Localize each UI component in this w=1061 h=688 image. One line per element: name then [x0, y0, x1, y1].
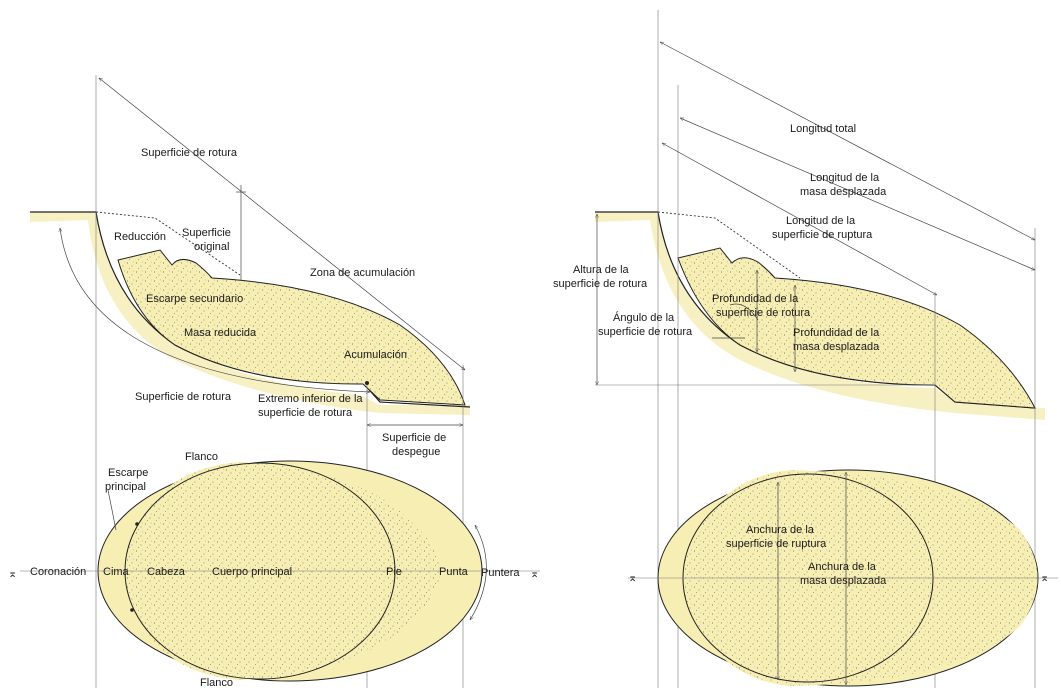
left-label-acumulacion: Acumulación	[344, 349, 407, 361]
right-label-altura-1: Altura de la	[573, 264, 630, 276]
right-plan-label-anchura-masa-2: masa desplazada	[800, 575, 887, 587]
right-label-longitud-superficie-1: Longitud de la	[786, 215, 856, 227]
left-plan-escarpe-leader	[108, 490, 116, 530]
left-plan-crown-marker: ⌅	[8, 568, 17, 580]
left-label-zona-acumulacion: Zona de acumulación	[310, 267, 415, 279]
right-label-profundidad-superficie-1: Profundidad de la	[712, 293, 799, 305]
left-label-despegue-2: despegue	[392, 446, 440, 458]
right-plan-crown-marker: ⌅	[628, 572, 637, 584]
right-label-angulo-2: superficie de rotura	[598, 326, 693, 338]
right-plan-label-anchura-masa-1: Anchura de la	[808, 561, 877, 573]
left-plan-head-point-bottom	[130, 608, 134, 612]
left-label-escarpe-secundario: Escarpe secundario	[146, 293, 243, 305]
right-plan-label-anchura-superficie-1: Anchura de la	[746, 524, 815, 536]
left-label-superficie-original-1: Superficie	[182, 227, 231, 239]
left-plan-label-escarpe-2: principal	[105, 481, 146, 493]
left-plan-head-point-top	[135, 522, 139, 526]
left-label-extremo-inferior-2: superficie de rotura	[258, 407, 353, 419]
left-plan: ⌅ ⌅ Flanco Flanco Escarpe principal Coro…	[8, 451, 540, 688]
left-label-extremo-inferior-1: Extremo inferior de la	[258, 393, 363, 405]
left-plan-label-cima: Cima	[103, 566, 130, 578]
right-label-longitud-masa-1: Longitud de la	[810, 172, 880, 184]
right-label-longitud-masa-2: masa desplazada	[800, 186, 887, 198]
left-label-masa-reducida: Masa reducida	[184, 327, 257, 339]
right-plan-label-anchura-superficie-2: superficie de ruptura	[726, 538, 827, 550]
left-plan-label-escarpe-1: Escarpe	[108, 467, 148, 479]
left-plan-label-punta: Punta	[439, 566, 469, 578]
right-plan: ⌅ ⌅ Anchura de la superficie de ruptura …	[628, 470, 1058, 686]
right-label-longitud-superficie-2: superficie de ruptura	[772, 229, 873, 241]
left-label-superficie-rotura-bottom: Superficie de rotura	[135, 391, 232, 403]
left-plan-label-cuerpo-principal: Cuerpo principal	[212, 566, 292, 578]
left-plan-tip-marker: ⌅	[530, 568, 539, 580]
left-plan-label-flanco-bottom: Flanco	[200, 677, 233, 688]
left-label-reduccion: Reducción	[114, 231, 166, 243]
left-plan-label-cabeza: Cabeza	[147, 566, 186, 578]
left-label-superficie-rotura-top: Superficie de rotura	[141, 147, 238, 159]
right-label-altura-2: superficie de rotura	[553, 278, 648, 290]
right-label-profundidad-masa-1: Profundidad de la	[793, 327, 880, 339]
left-toe-point	[365, 381, 369, 385]
right-label-profundidad-masa-2: masa desplazada	[793, 341, 880, 353]
left-label-despegue-1: Superficie de	[382, 432, 446, 444]
right-label-profundidad-superficie-2: superficie de rotura	[716, 307, 811, 319]
left-label-superficie-original-2: original	[194, 241, 229, 253]
right-label-angulo-1: Ángulo de la	[613, 311, 675, 324]
left-plan-label-coronacion: Coronación	[30, 566, 86, 578]
right-label-longitud-total: Longitud total	[790, 123, 856, 135]
left-plan-label-puntera: Puntera	[481, 567, 520, 579]
left-plan-label-flanco-top: Flanco	[185, 451, 218, 463]
left-plan-label-pie: Pie	[386, 566, 402, 578]
right-plan-tip-marker: ⌅	[1040, 572, 1049, 584]
right-total-length-arrow	[660, 42, 1035, 240]
